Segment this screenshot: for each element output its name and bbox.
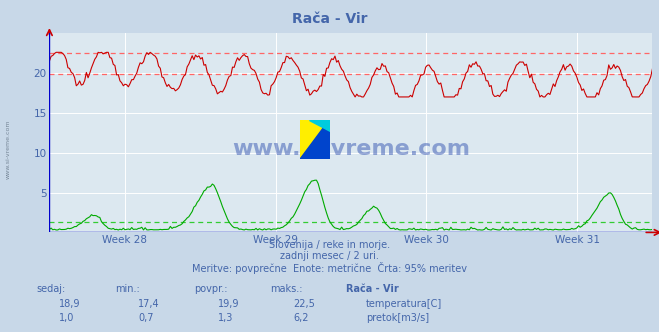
Text: povpr.:: povpr.: <box>194 284 228 294</box>
Text: temperatura[C]: temperatura[C] <box>366 299 442 309</box>
Text: sedaj:: sedaj: <box>36 284 65 294</box>
Text: www.si-vreme.com: www.si-vreme.com <box>232 139 470 159</box>
Text: 19,9: 19,9 <box>217 299 239 309</box>
Text: pretok[m3/s]: pretok[m3/s] <box>366 313 429 323</box>
Text: 1,0: 1,0 <box>59 313 74 323</box>
Text: 17,4: 17,4 <box>138 299 160 309</box>
Text: Slovenija / reke in morje.: Slovenija / reke in morje. <box>269 240 390 250</box>
Text: 0,7: 0,7 <box>138 313 154 323</box>
Polygon shape <box>309 120 330 131</box>
Polygon shape <box>300 120 330 159</box>
Text: zadnji mesec / 2 uri.: zadnji mesec / 2 uri. <box>280 251 379 261</box>
Text: Rača - Vir: Rača - Vir <box>346 284 399 294</box>
Text: 22,5: 22,5 <box>293 299 315 309</box>
Text: 18,9: 18,9 <box>59 299 81 309</box>
Text: Meritve: povprečne  Enote: metrične  Črta: 95% meritev: Meritve: povprečne Enote: metrične Črta:… <box>192 262 467 274</box>
Text: www.si-vreme.com: www.si-vreme.com <box>5 120 11 179</box>
Polygon shape <box>300 120 330 159</box>
Text: maks.:: maks.: <box>270 284 302 294</box>
Text: 1,3: 1,3 <box>217 313 233 323</box>
Text: 6,2: 6,2 <box>293 313 309 323</box>
Text: min.:: min.: <box>115 284 140 294</box>
Text: Rača - Vir: Rača - Vir <box>292 12 367 26</box>
